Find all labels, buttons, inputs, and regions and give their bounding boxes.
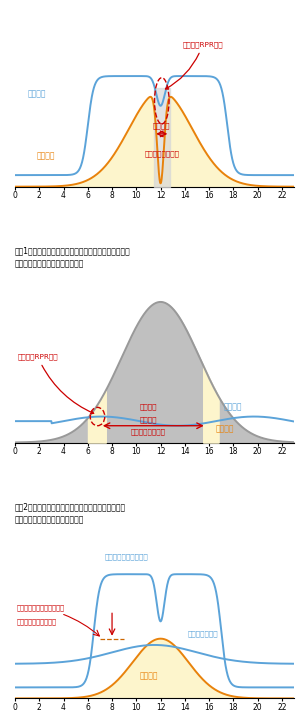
Text: 発電電力: 発電電力	[215, 425, 234, 434]
Text: 発電電力: 発電電力	[139, 671, 158, 680]
Text: 設備容量を休日の消費電力: 設備容量を休日の消費電力	[16, 604, 64, 611]
Text: 『図2』工場休日における従来の自家消費システムの
　一日の電力の推移（イメージ）: 『図2』工場休日における従来の自家消費システムの 一日の電力の推移（イメージ）	[15, 502, 126, 524]
Text: 消費電力: 消費電力	[27, 89, 46, 98]
Text: 発電停止: 発電停止	[153, 122, 170, 129]
Text: 午前中にRPR作動: 午前中にRPR作動	[17, 354, 94, 413]
Text: ほぼ終日: ほぼ終日	[140, 416, 157, 423]
Text: 工場稼働日の消費電力: 工場稼働日の消費電力	[105, 554, 148, 560]
Text: 休日の消費電力: 休日の消費電力	[187, 631, 218, 637]
Text: 発電電力: 発電電力	[37, 152, 55, 161]
Text: 以下に制限（容量小）: 以下に制限（容量小）	[16, 618, 56, 625]
Text: 昼休みにRPR作動: 昼休みにRPR作動	[166, 41, 223, 89]
Text: （電力購入必要）: （電力購入必要）	[131, 428, 166, 435]
Text: 『図1』工場稼働日における従来の自家消費システムの
　一日の電力の推移（イメージ）: 『図1』工場稼働日における従来の自家消費システムの 一日の電力の推移（イメージ）	[15, 246, 131, 269]
Text: 発電停止: 発電停止	[140, 404, 157, 410]
Text: 消費電力: 消費電力	[224, 402, 242, 411]
Text: （電力購入必要）: （電力購入必要）	[144, 150, 179, 157]
